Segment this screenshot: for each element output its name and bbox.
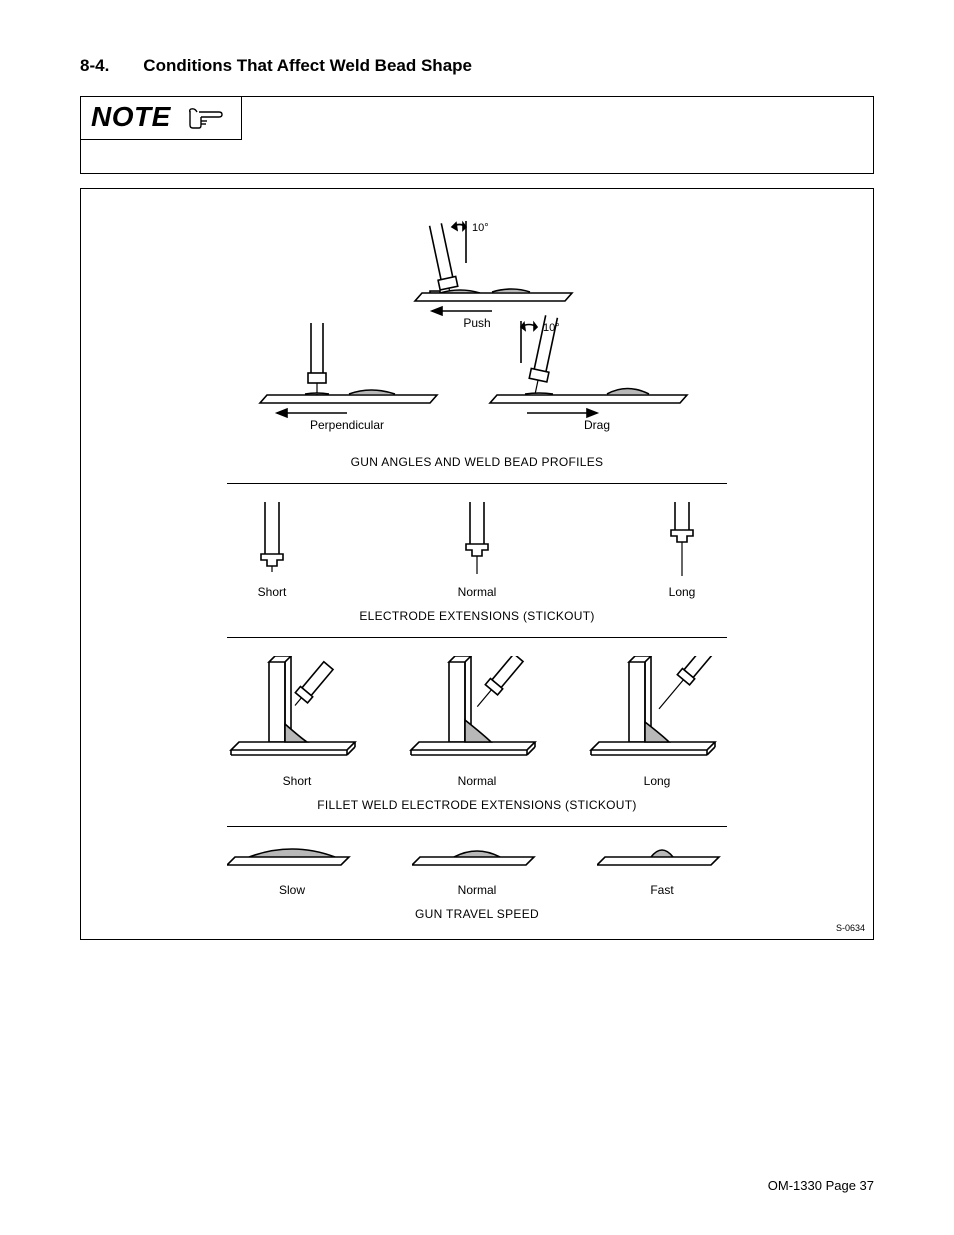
- stickout-long-label: Long: [637, 585, 727, 599]
- gun-angles-caption: GUN ANGLES AND WELD BEAD PROFILES: [227, 455, 727, 469]
- speed-normal-label: Normal: [412, 883, 542, 897]
- page-footer: OM-1330 Page 37: [768, 1178, 874, 1193]
- stickout-normal-icon: [432, 502, 522, 577]
- fillet-caption: FILLET WELD ELECTRODE EXTENSIONS (STICKO…: [227, 798, 727, 812]
- push-label: Push: [463, 316, 490, 330]
- note-inner: NOTE: [80, 96, 242, 140]
- perp-label: Perpendicular: [310, 418, 384, 432]
- note-label: NOTE: [91, 101, 171, 133]
- stickout-short-label: Short: [227, 585, 317, 599]
- stickout-caption: ELECTRODE EXTENSIONS (STICKOUT): [227, 609, 727, 623]
- diagram-code: S-0634: [836, 923, 865, 933]
- fillet-long-icon: [587, 656, 727, 766]
- fillet-normal-label: Normal: [407, 774, 547, 788]
- drag-label: Drag: [584, 418, 610, 432]
- stickout-normal-label: Normal: [432, 585, 522, 599]
- row-fillet: Short: [227, 656, 727, 812]
- speed-slow-icon: [227, 845, 357, 875]
- note-box: NOTE: [80, 96, 874, 174]
- heading-title: Conditions That Affect Weld Bead Shape: [143, 56, 472, 75]
- fillet-short-icon: [227, 656, 367, 766]
- pointing-hand-icon: [185, 103, 227, 131]
- section-heading: 8-4. Conditions That Affect Weld Bead Sha…: [80, 56, 874, 76]
- diagram-panel: 10°: [80, 188, 874, 940]
- separator: [227, 826, 727, 827]
- heading-number: 8-4.: [80, 56, 109, 76]
- fillet-long-label: Long: [587, 774, 727, 788]
- speed-fast-icon: [597, 845, 727, 875]
- separator: [227, 483, 727, 484]
- row-travel-speed: Slow Normal: [227, 845, 727, 921]
- speed-normal-icon: [412, 845, 542, 875]
- fillet-short-label: Short: [227, 774, 367, 788]
- row-gun-angles: 10°: [227, 215, 727, 469]
- drag-angle-label: 10°: [543, 322, 560, 334]
- separator: [227, 637, 727, 638]
- speed-fast-label: Fast: [597, 883, 727, 897]
- speed-caption: GUN TRAVEL SPEED: [227, 907, 727, 921]
- stickout-long-icon: [637, 502, 727, 577]
- push-angle-label: 10°: [472, 222, 489, 234]
- row-stickout: Short Normal: [227, 502, 727, 623]
- speed-slow-label: Slow: [227, 883, 357, 897]
- stickout-short-icon: [227, 502, 317, 577]
- fillet-normal-icon: [407, 656, 547, 766]
- gun-angles-svg: 10°: [227, 215, 727, 445]
